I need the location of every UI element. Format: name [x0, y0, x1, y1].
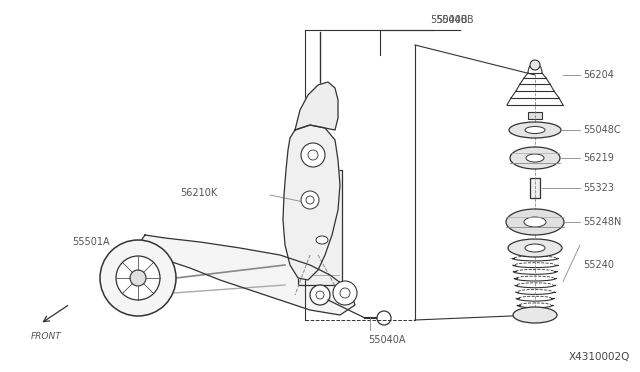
Text: 56210K: 56210K — [180, 188, 217, 198]
Circle shape — [315, 150, 325, 160]
FancyBboxPatch shape — [528, 112, 542, 119]
Text: X4310002Q: X4310002Q — [568, 352, 630, 362]
Ellipse shape — [506, 209, 564, 235]
Circle shape — [301, 143, 325, 167]
FancyBboxPatch shape — [530, 178, 540, 198]
Text: 55240: 55240 — [583, 260, 614, 270]
Text: 56219: 56219 — [583, 153, 614, 163]
Ellipse shape — [526, 154, 544, 162]
FancyBboxPatch shape — [298, 170, 342, 285]
Circle shape — [316, 291, 324, 299]
Circle shape — [130, 270, 146, 286]
Ellipse shape — [510, 147, 560, 169]
Ellipse shape — [508, 239, 562, 257]
Circle shape — [308, 150, 318, 160]
Circle shape — [310, 285, 330, 305]
Circle shape — [333, 281, 357, 305]
Text: 55048C: 55048C — [583, 125, 621, 135]
Circle shape — [100, 240, 176, 316]
Text: 55323: 55323 — [583, 183, 614, 193]
Text: 55040B: 55040B — [430, 15, 468, 25]
Ellipse shape — [509, 122, 561, 138]
Ellipse shape — [525, 244, 545, 252]
Text: FRONT: FRONT — [31, 332, 61, 341]
Text: 56204: 56204 — [583, 70, 614, 80]
Polygon shape — [140, 235, 355, 315]
Polygon shape — [295, 82, 338, 130]
Text: 55040A: 55040A — [368, 335, 406, 345]
Ellipse shape — [513, 307, 557, 323]
Circle shape — [316, 96, 324, 104]
Ellipse shape — [316, 236, 328, 244]
Ellipse shape — [524, 217, 546, 227]
Polygon shape — [283, 125, 340, 280]
Ellipse shape — [525, 126, 545, 134]
Text: 55501A: 55501A — [72, 237, 109, 247]
Circle shape — [116, 256, 160, 300]
Text: 55248N: 55248N — [583, 217, 621, 227]
Circle shape — [530, 60, 540, 70]
Circle shape — [377, 311, 391, 325]
Circle shape — [306, 196, 314, 204]
Circle shape — [340, 288, 350, 298]
Circle shape — [301, 191, 319, 209]
Text: 55040B: 55040B — [436, 15, 474, 25]
